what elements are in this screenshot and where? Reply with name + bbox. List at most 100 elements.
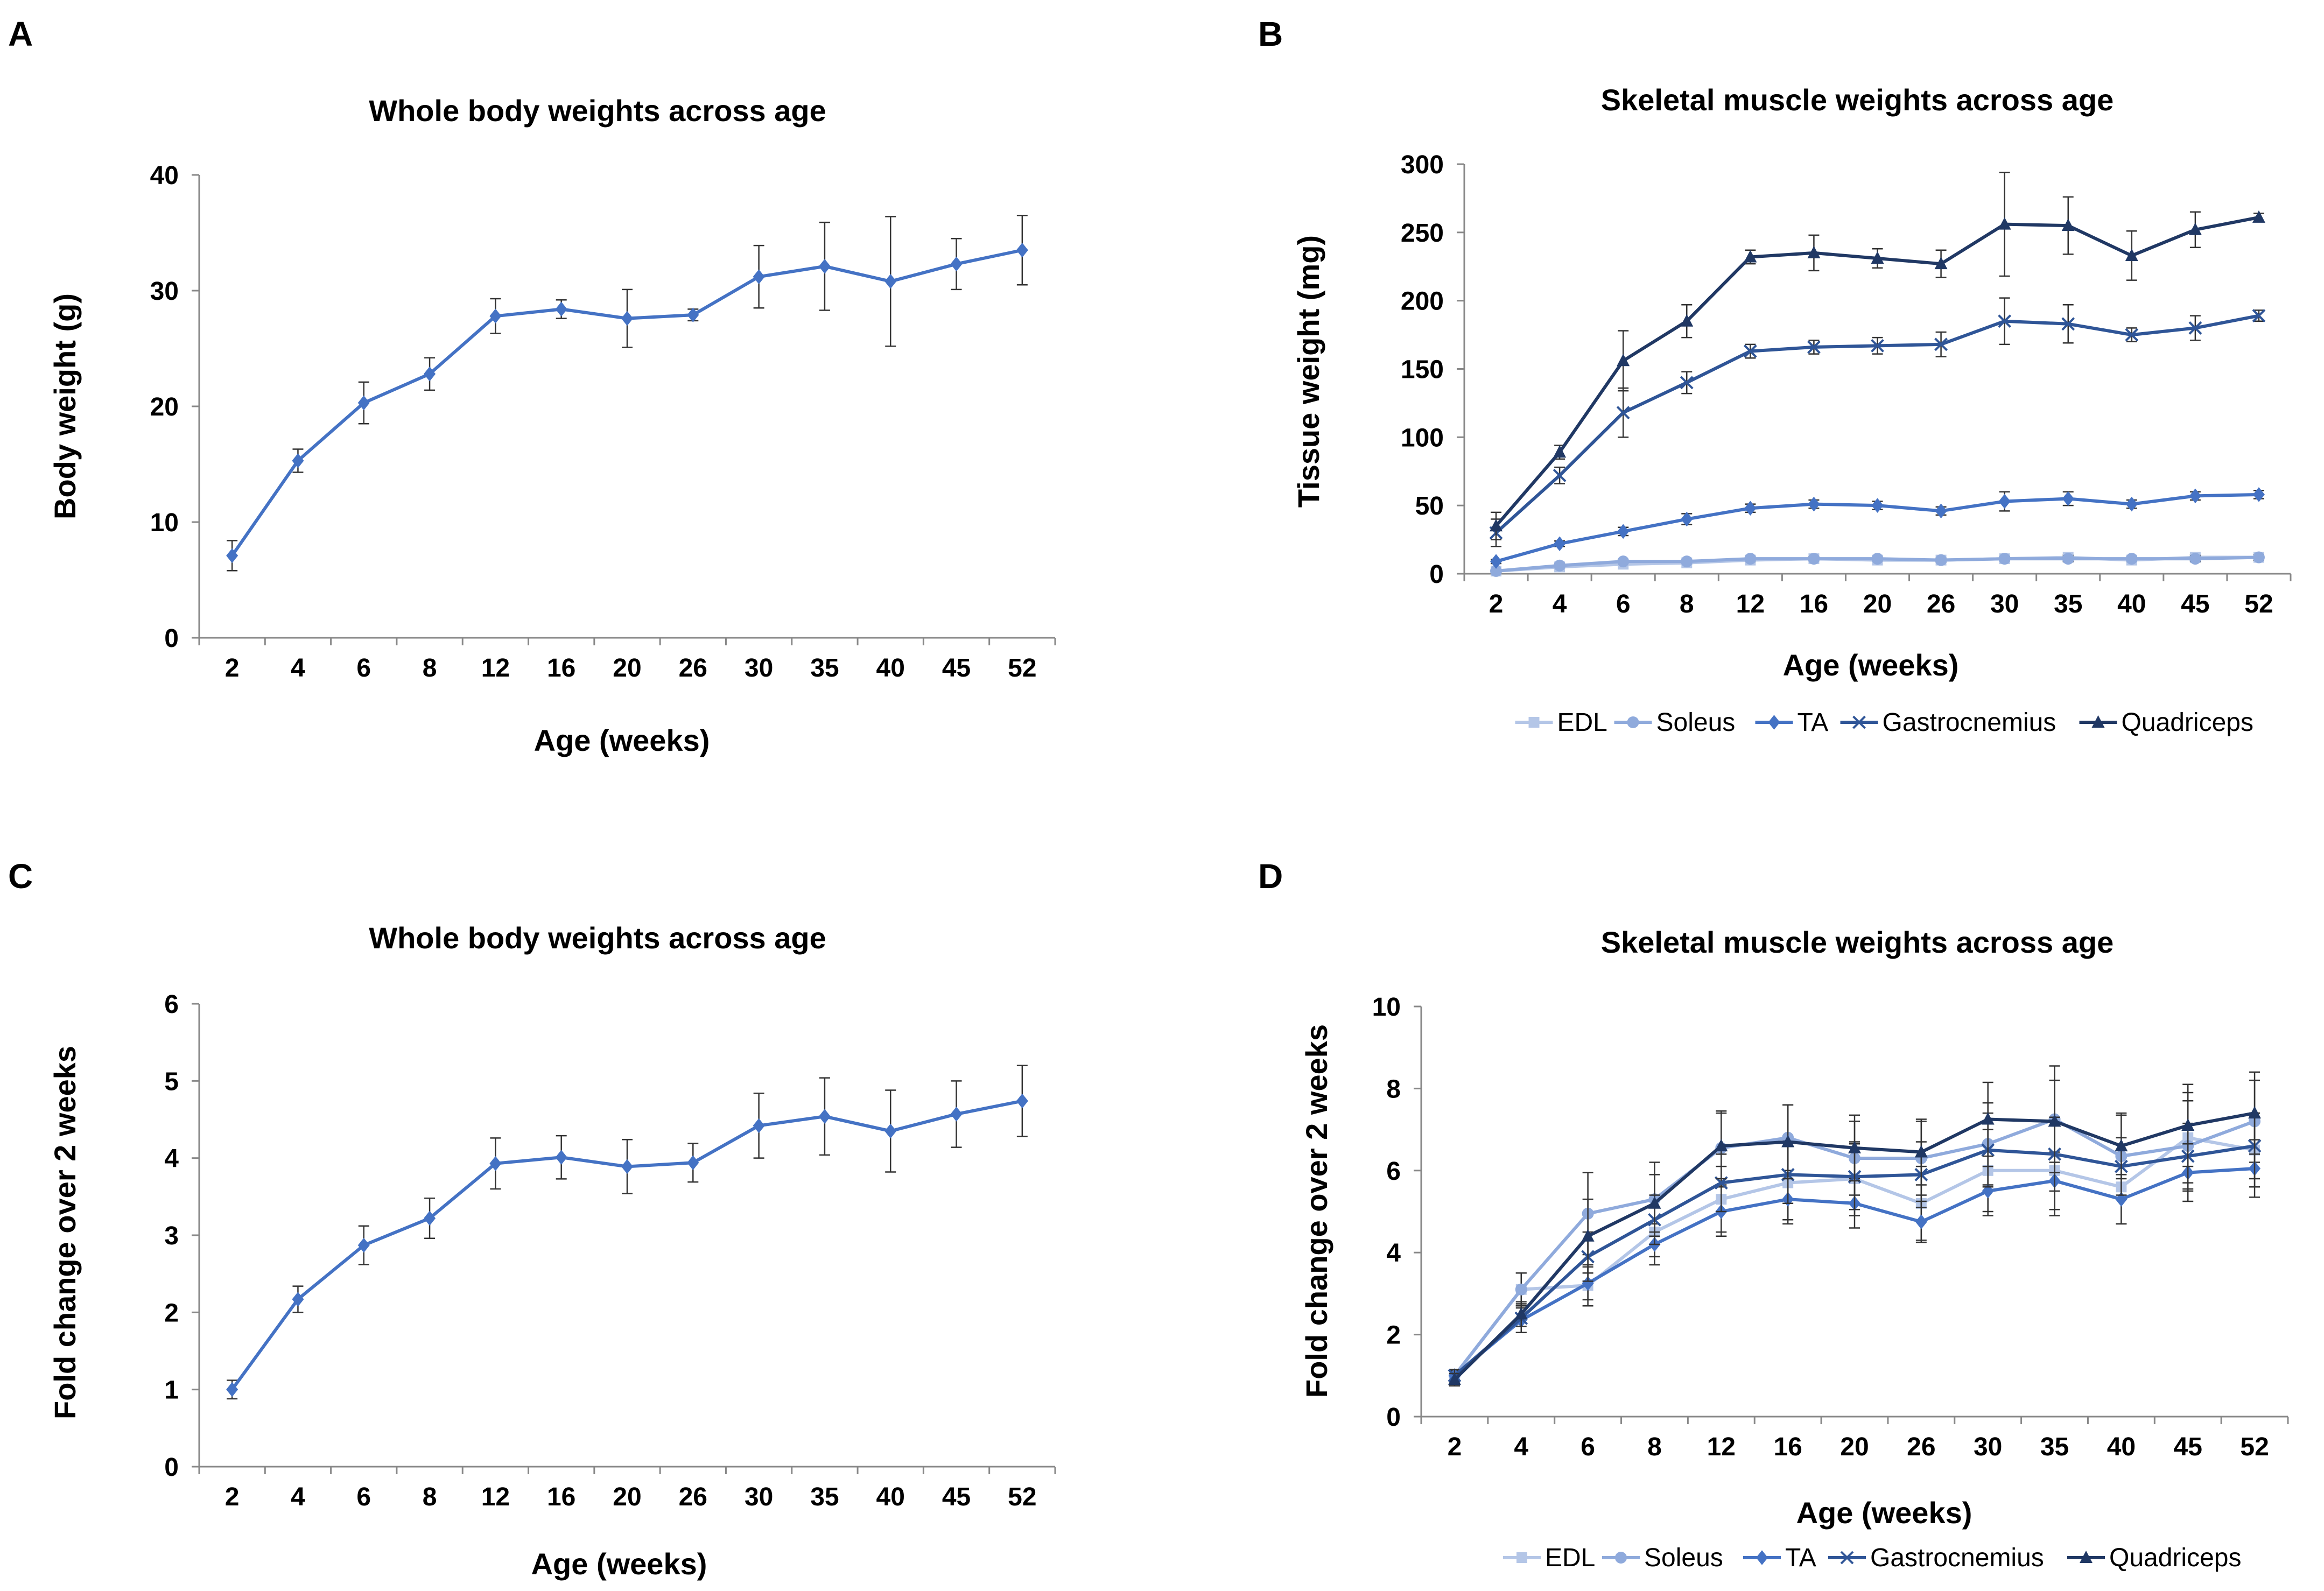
x-tick-label: 45 bbox=[2174, 1433, 2202, 1461]
data-point bbox=[2252, 309, 2266, 322]
y-tick-label: 0 bbox=[164, 1453, 179, 1482]
x-axis-label: Age (weeks) bbox=[1783, 648, 1959, 682]
data-point bbox=[2248, 1106, 2262, 1119]
x-tick-label: 8 bbox=[423, 1483, 437, 1511]
y-tick-label: 5 bbox=[164, 1067, 179, 1096]
chart-title: Skeletal muscle weights across age bbox=[1601, 925, 2114, 959]
data-point bbox=[1490, 565, 1502, 577]
legend-label: Soleus bbox=[1644, 1544, 1723, 1572]
x-tick-label: 52 bbox=[2240, 1433, 2269, 1461]
x-tick-label: 45 bbox=[942, 654, 971, 682]
data-point bbox=[818, 259, 831, 274]
x-tick-label: 20 bbox=[613, 1483, 641, 1511]
data-point bbox=[357, 1237, 370, 1253]
data-point bbox=[357, 395, 370, 411]
chart-title: Whole body weights across age bbox=[369, 921, 826, 955]
x-axis-label: Age (weeks) bbox=[531, 1547, 707, 1581]
x-tick-label: 8 bbox=[423, 654, 437, 682]
y-tick-label: 40 bbox=[150, 161, 179, 190]
legend-item-gastrocnemius: Gastrocnemius bbox=[1828, 1544, 2044, 1572]
data-point bbox=[2252, 210, 2265, 223]
data-point bbox=[1490, 554, 1502, 569]
x-tick-label: 6 bbox=[356, 1483, 371, 1511]
data-point bbox=[1744, 553, 1757, 565]
data-point bbox=[950, 1107, 963, 1122]
data-point bbox=[2125, 248, 2138, 261]
data-point bbox=[1681, 511, 1693, 527]
data-point bbox=[1554, 559, 1566, 572]
legend-marker bbox=[1768, 715, 1780, 730]
data-point bbox=[2252, 487, 2265, 502]
data-point bbox=[1581, 1229, 1595, 1242]
data-point bbox=[489, 308, 502, 324]
y-tick-label: 100 bbox=[1401, 424, 1444, 452]
x-tick-label: 30 bbox=[1990, 590, 2019, 618]
data-point bbox=[621, 311, 633, 326]
x-tick-label: 40 bbox=[2117, 590, 2146, 618]
data-point bbox=[292, 453, 304, 468]
y-tick-label: 20 bbox=[150, 393, 179, 421]
data-point bbox=[1998, 314, 2012, 328]
x-tick-label: 6 bbox=[1581, 1433, 1595, 1461]
data-point bbox=[1553, 468, 1567, 482]
y-tick-label: 0 bbox=[164, 624, 179, 653]
data-point bbox=[1871, 553, 1884, 565]
y-tick-label: 6 bbox=[164, 990, 179, 1019]
data-point bbox=[818, 1109, 831, 1124]
series-body-weight bbox=[226, 1065, 1028, 1400]
data-point bbox=[2181, 1118, 2195, 1131]
data-point bbox=[2189, 488, 2201, 504]
x-tick-label: 12 bbox=[481, 1483, 510, 1511]
data-point bbox=[687, 307, 699, 322]
y-tick-label: 0 bbox=[1386, 1403, 1401, 1432]
x-tick-label: 4 bbox=[291, 654, 305, 682]
x-tick-label: 6 bbox=[356, 654, 371, 682]
data-point bbox=[1554, 536, 1566, 551]
data-point bbox=[687, 1155, 699, 1171]
legend-marker bbox=[1756, 1550, 1768, 1565]
y-tick-label: 200 bbox=[1401, 287, 1444, 316]
legend-label: Gastrocnemius bbox=[1870, 1544, 2044, 1572]
y-tick-label: 4 bbox=[164, 1145, 179, 1173]
x-tick-label: 35 bbox=[2054, 590, 2082, 618]
chart-panel-b: B Skeletal muscle weights across age 0 50 10… bbox=[1258, 15, 2292, 737]
data-point bbox=[1807, 340, 1821, 354]
y-tick-label: 8 bbox=[1386, 1075, 1401, 1103]
series-gastrocnemius bbox=[1489, 297, 2266, 547]
x-tick-label: 52 bbox=[2244, 590, 2273, 618]
data-point bbox=[2062, 553, 2074, 565]
legend-item-edl: EDL bbox=[1503, 1544, 1595, 1572]
x-tick-label: 12 bbox=[1707, 1433, 1736, 1461]
data-point bbox=[2125, 496, 2138, 512]
legend-item-edl: EDL bbox=[1515, 708, 1607, 737]
panel-letter: A bbox=[8, 15, 33, 53]
data-point bbox=[1648, 1196, 1661, 1209]
data-point bbox=[1514, 1307, 1528, 1320]
data-point bbox=[2188, 222, 2202, 235]
legend-item-soleus: Soleus bbox=[1614, 708, 1735, 737]
y-axis-label: Body weight (g) bbox=[48, 293, 82, 519]
x-tick-label: 16 bbox=[547, 654, 575, 682]
data-point bbox=[1715, 1139, 1728, 1152]
data-point bbox=[621, 1159, 633, 1174]
legend-label: EDL bbox=[1545, 1544, 1595, 1572]
data-point bbox=[1617, 555, 1630, 568]
series-ta bbox=[1490, 487, 2265, 569]
chart-title: Whole body weights across age bbox=[369, 94, 826, 128]
x-tick-label: 8 bbox=[1680, 590, 1694, 618]
data-point bbox=[1915, 1214, 1927, 1229]
x-tick-label: 45 bbox=[942, 1483, 971, 1511]
x-tick-label: 40 bbox=[876, 1483, 905, 1511]
legend: EDL Soleus TA Gastrocnemius Quadriceps bbox=[1515, 708, 2253, 737]
chart-panel-d: D Skeletal muscle weights across age 0 2 4 6 8… bbox=[1258, 857, 2289, 1572]
x-tick-label: 40 bbox=[876, 654, 905, 682]
data-point bbox=[1582, 1276, 1594, 1291]
legend-marker bbox=[2080, 1551, 2093, 1563]
data-point bbox=[424, 1210, 436, 1226]
legend-marker bbox=[1627, 716, 1639, 728]
x-tick-label: 4 bbox=[291, 1483, 305, 1511]
data-point bbox=[2061, 219, 2075, 231]
data-point bbox=[1617, 354, 1630, 367]
series-quadriceps bbox=[1490, 171, 2265, 540]
